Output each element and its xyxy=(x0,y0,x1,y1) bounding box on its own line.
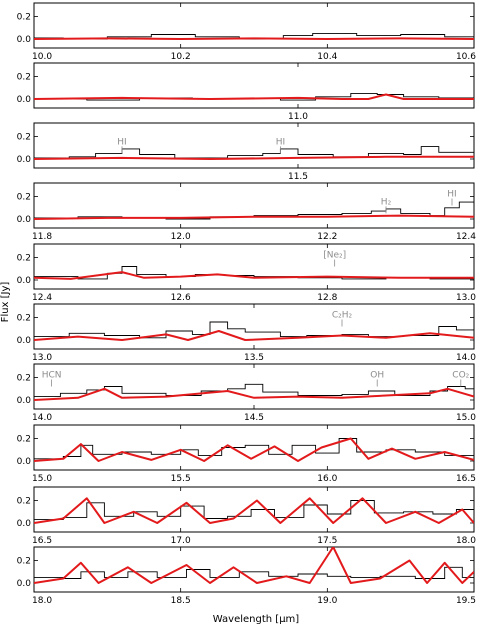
chart-panel-8: 0.0 0.2 15.0 15.5 16.0 16.5 xyxy=(17,424,476,484)
x-tick-label: 18.0 xyxy=(32,596,52,606)
y-tick-label: 0.2 xyxy=(17,133,31,143)
y-tick-label: 0.2 xyxy=(17,73,31,83)
y-tick-label: 0.0 xyxy=(17,155,32,165)
model-series-line xyxy=(34,37,474,40)
x-tick-label: 18.0 xyxy=(456,536,476,546)
annotation-label: HCN xyxy=(42,371,62,381)
x-tick-label: 10.4 xyxy=(317,52,337,62)
x-tick-label: 15.0 xyxy=(32,474,52,484)
x-tick-label: 17.5 xyxy=(317,536,337,546)
y-tick-label: 0.2 xyxy=(17,314,31,324)
annotation-label: HI xyxy=(117,137,126,147)
x-tick-label: 16.5 xyxy=(32,536,52,546)
x-tick-label: 18.5 xyxy=(171,596,191,606)
y-tick-label: 0.0 xyxy=(17,276,32,286)
plot-frame xyxy=(33,546,475,593)
y-tick-label: 0.0 xyxy=(17,457,32,467)
model-series-line xyxy=(34,330,474,341)
x-tick-label: 13.5 xyxy=(244,353,264,363)
x-tick-label: 15.0 xyxy=(456,413,476,423)
x-tick-label: 12.8 xyxy=(317,293,337,303)
model-series-line xyxy=(34,271,474,280)
plot-frame xyxy=(33,424,475,471)
plot-frame xyxy=(33,182,475,229)
data-series-line xyxy=(34,500,474,521)
x-tick-label: 15.5 xyxy=(171,474,191,484)
chart-panel-3: 0.0 0.2 11.5 HI HI xyxy=(17,122,475,182)
x-tick-label: 19.5 xyxy=(456,596,476,606)
x-tick-label: 10.6 xyxy=(456,52,476,62)
model-series-line xyxy=(34,93,474,100)
y-tick-label: 0.2 xyxy=(17,497,31,507)
x-tick-label: 16.0 xyxy=(317,474,337,484)
y-tick-label: 0.2 xyxy=(17,557,31,567)
annotation-label: HI xyxy=(276,137,285,147)
chart-panel-5: 0.0 0.2 12.4 12.6 12.8 13.0 [Ne₂] xyxy=(17,243,476,303)
chart-panel-7: 0.0 0.2 14.0 14.5 15.0 HCN OH CO₂ xyxy=(17,363,476,423)
y-tick-label: 0.0 xyxy=(17,35,32,45)
annotation-label: OH xyxy=(370,371,384,381)
y-tick-label: 0.0 xyxy=(17,579,32,589)
y-tick-label: 0.2 xyxy=(17,254,31,264)
y-tick-label: 0.2 xyxy=(17,435,31,445)
y-tick-label: 0.2 xyxy=(17,13,31,23)
chart-panel-2: 0.0 0.2 11.0 xyxy=(17,62,475,122)
y-tick-label: 0.0 xyxy=(17,215,32,225)
x-tick-label: 14.0 xyxy=(456,353,476,363)
y-tick-label: 0.2 xyxy=(17,193,31,203)
model-series-line xyxy=(34,387,474,401)
x-tick-label: 19.0 xyxy=(317,596,337,606)
x-tick-label: 12.4 xyxy=(456,232,476,242)
x-tick-label: 14.5 xyxy=(244,413,264,423)
y-tick-label: 0.0 xyxy=(17,396,32,406)
x-tick-label: 17.0 xyxy=(171,536,191,546)
annotation-label: HI xyxy=(447,190,456,200)
model-series-line xyxy=(34,497,474,524)
x-tick-label: 12.0 xyxy=(171,232,191,242)
chart-panel-10: 0.0 0.2 18.0 18.5 19.0 19.5 xyxy=(17,546,476,606)
plot-frame xyxy=(33,243,475,290)
data-series-line xyxy=(34,146,474,159)
model-series-line xyxy=(34,437,474,462)
y-tick-label: 0.0 xyxy=(17,336,32,346)
plot-frame xyxy=(33,363,475,410)
x-tick-label: 12.2 xyxy=(317,232,337,242)
model-series-line xyxy=(34,155,474,160)
x-tick-label: 13.0 xyxy=(32,353,52,363)
annotation-label: [Ne₂] xyxy=(323,251,346,261)
y-tick-label: 0.0 xyxy=(17,519,32,529)
y-axis-label: Flux [Jy] xyxy=(0,282,11,323)
x-tick-label: 11.5 xyxy=(288,172,308,182)
x-tick-label: 10.2 xyxy=(171,52,191,62)
x-tick-label: 14.0 xyxy=(32,413,52,423)
x-tick-label: 12.4 xyxy=(32,293,52,303)
x-tick-label: 12.6 xyxy=(171,293,191,303)
chart-panel-4: 0.0 0.2 11.8 12.0 12.2 12.4 H₂ HI xyxy=(17,182,476,242)
x-tick-label: 10.0 xyxy=(32,52,52,62)
plot-frame xyxy=(33,303,475,350)
plot-frame xyxy=(33,2,475,49)
model-series-line xyxy=(34,214,474,220)
y-tick-label: 0.2 xyxy=(17,374,31,384)
x-tick-label: 11.0 xyxy=(288,112,308,122)
annotation-label: CO₂ xyxy=(452,371,469,381)
x-axis-label: Wavelength [μm] xyxy=(213,614,300,625)
chart-panel-1: 0.0 0.2 10.0 10.2 10.4 10.6 xyxy=(17,2,476,62)
chart-panel-6: 0.0 0.2 13.0 13.5 14.0 C₂H₂ xyxy=(17,303,476,363)
y-tick-label: 0.0 xyxy=(17,95,32,105)
x-tick-label: 13.0 xyxy=(456,293,476,303)
x-tick-label: 11.8 xyxy=(32,232,52,242)
x-tick-label: 16.5 xyxy=(456,474,476,484)
model-series-line xyxy=(34,547,474,584)
annotation-label: H₂ xyxy=(381,197,392,207)
panel-stack: 0.0 0.2 10.0 10.2 10.4 10.6 0.0 0.2 11.0 0.0 0.2 11… xyxy=(17,2,476,606)
annotation-label: C₂H₂ xyxy=(332,311,353,321)
plot-frame xyxy=(33,62,475,109)
data-series-line xyxy=(34,566,474,579)
plot-frame xyxy=(33,122,475,169)
data-series-line xyxy=(34,321,474,339)
chart-panel-9: 0.0 0.2 16.5 17.0 17.5 18.0 xyxy=(17,486,476,546)
